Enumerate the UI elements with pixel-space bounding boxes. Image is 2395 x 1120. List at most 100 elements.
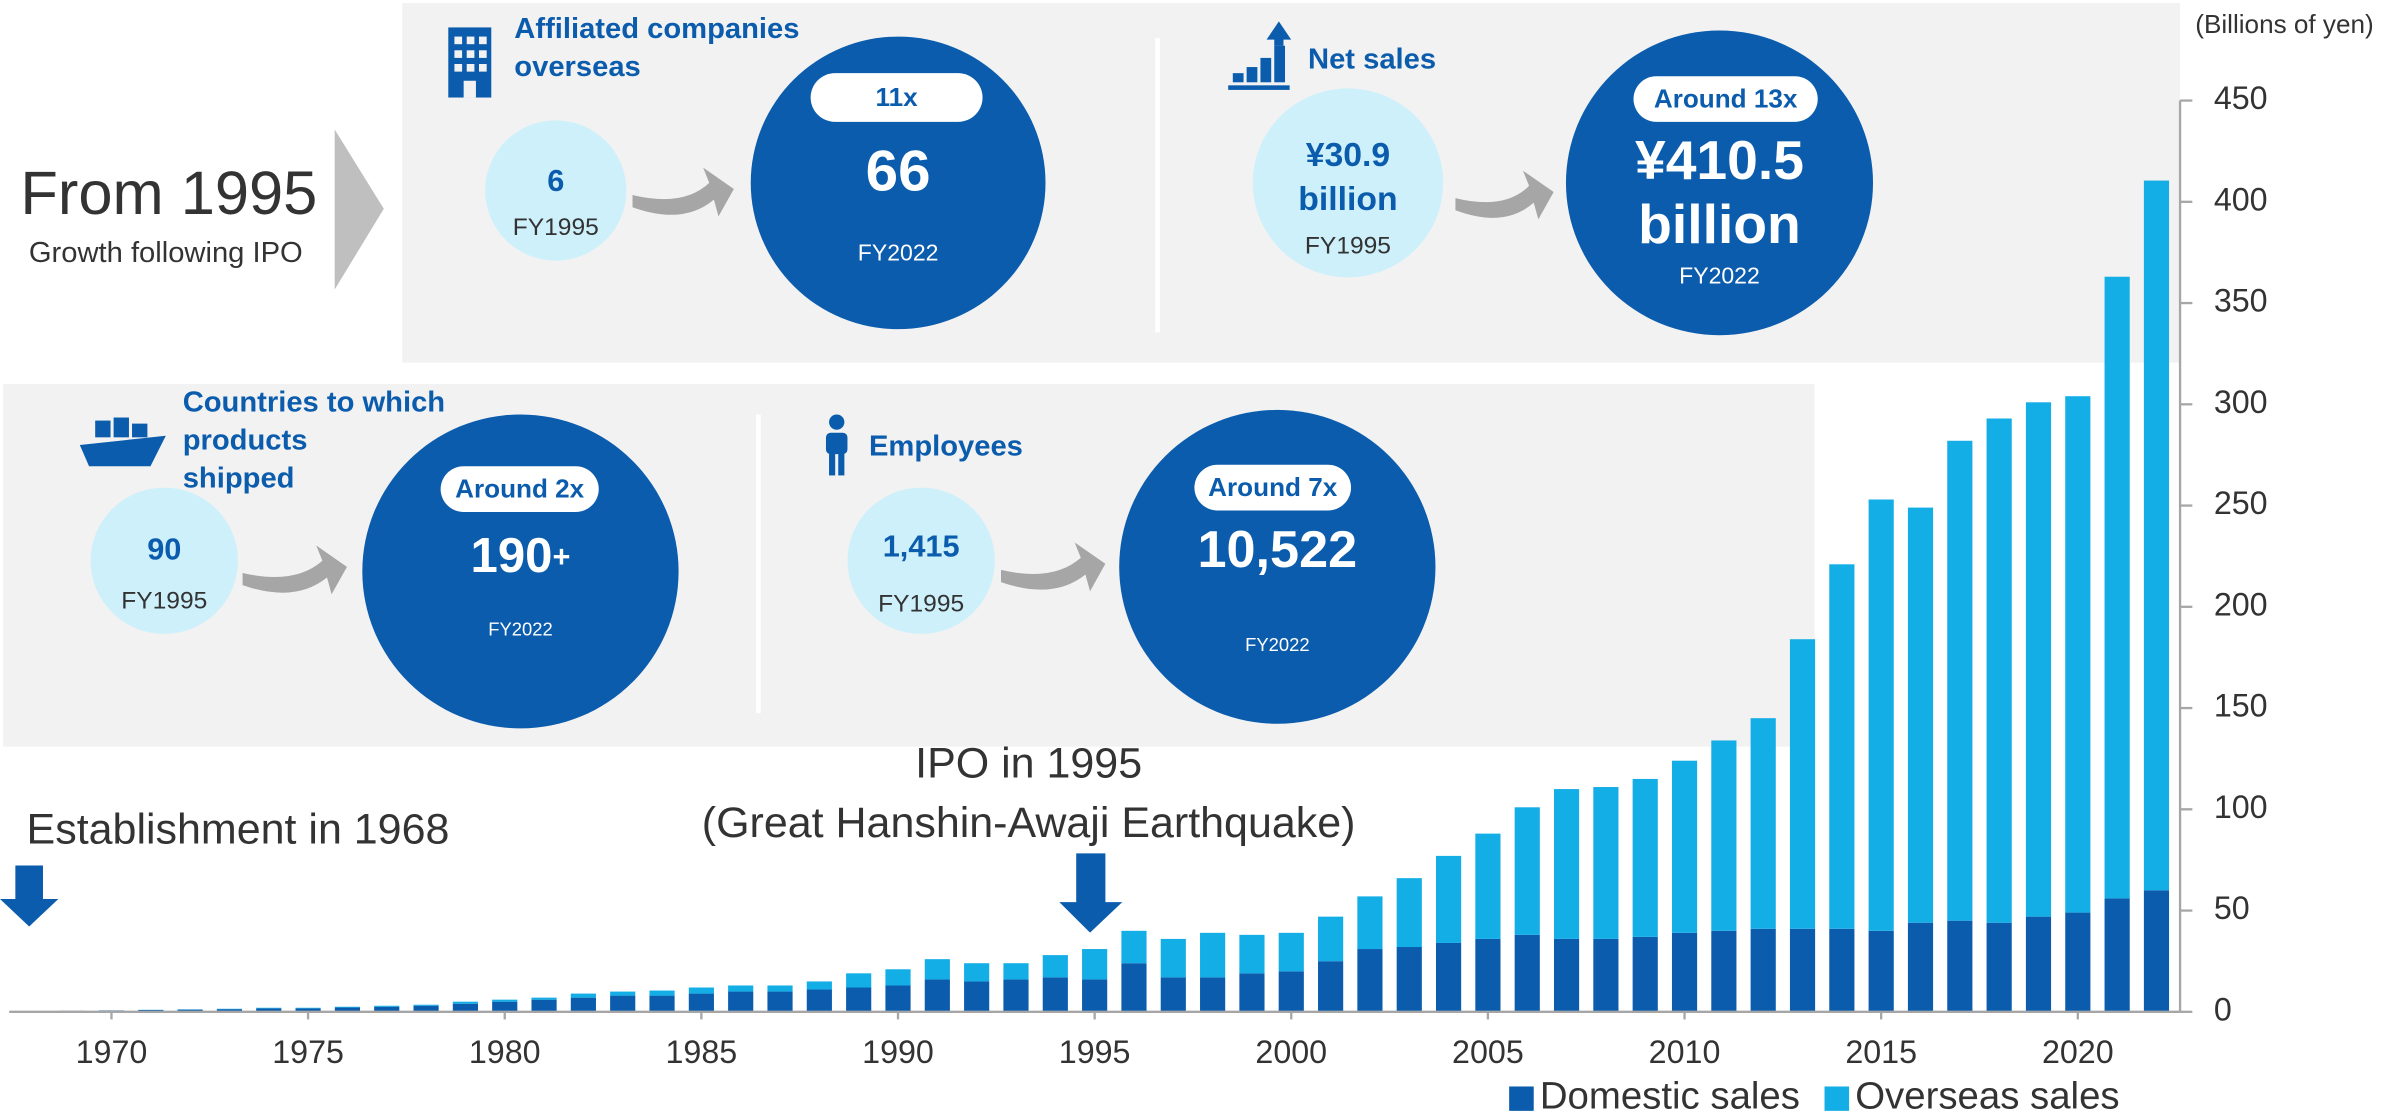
x-tick-label: 2020 [2042, 1034, 2114, 1070]
bar-segment [649, 990, 675, 996]
multiplier-pill [1633, 76, 1818, 122]
x-tick-label: 2005 [1452, 1034, 1524, 1070]
bar-segment [570, 997, 596, 1012]
x-tick-label: 2010 [1649, 1034, 1721, 1070]
after-label: FY2022 [858, 240, 939, 266]
multiplier-pill [810, 73, 983, 122]
multiplier-pill [440, 466, 599, 512]
y-tick-label: 50 [2214, 890, 2250, 926]
bar-segment [256, 1008, 282, 1012]
multiplier: Around 2x [455, 474, 585, 504]
bar-segment [256, 1007, 282, 1009]
bar-segment [610, 995, 636, 1012]
bar-segment [1671, 760, 1698, 933]
multiplier: 11x [876, 82, 919, 112]
ship-icon [79, 417, 166, 467]
bar-segment [688, 987, 714, 994]
bar-segment [1121, 930, 1147, 964]
bar-segment [1042, 955, 1068, 978]
panel-title: shipped [183, 463, 295, 495]
bar-segment [413, 1005, 439, 1012]
bar-segment [1711, 930, 1737, 1012]
panel-title: Net sales [1308, 44, 1436, 76]
bar-segment [2143, 180, 2170, 891]
bar-segment [688, 993, 714, 1012]
before-label: FY1995 [121, 587, 207, 614]
bar-segment [1278, 932, 1304, 972]
bar-segment [452, 1003, 478, 1012]
before-label: FY1995 [1305, 232, 1391, 259]
bar-segment [1553, 938, 1580, 1012]
bar-segment [1632, 778, 1658, 937]
bar-segment [1986, 418, 2012, 923]
x-tick-label: 1970 [76, 1034, 148, 1070]
bar-segment [964, 981, 990, 1012]
bar-segment [1200, 977, 1226, 1012]
before-value: 90 [147, 533, 181, 567]
bar-segment [295, 1007, 321, 1009]
arrow [1455, 170, 1554, 220]
bar-segment [216, 1009, 243, 1012]
bar-segment [1475, 833, 1501, 939]
before-value: 1,415 [883, 530, 960, 564]
y-tick-label: 200 [2214, 586, 2268, 622]
bar-segment [1750, 928, 1776, 1012]
bar-segment [1396, 947, 1422, 1012]
after-value: ¥410.5 [1635, 129, 1804, 191]
bar-segment [1789, 928, 1816, 1012]
bar-segment [1907, 507, 1934, 923]
arrow [242, 545, 347, 595]
x-tick-label: 1980 [469, 1034, 541, 1070]
bar-segment [413, 1004, 439, 1006]
bar-segment [1553, 789, 1580, 939]
bar-segment [2104, 276, 2130, 899]
bar-segment [1986, 922, 2012, 1012]
bar-segment [1239, 973, 1265, 1012]
bar-segment [1711, 740, 1737, 931]
after-value: 10,522 [1198, 521, 1358, 579]
bar-segment [964, 963, 990, 982]
bar-segment [1868, 930, 1894, 1012]
panel-title: Countries to which [183, 387, 445, 419]
bar-segment [374, 1005, 400, 1007]
bar-segment [1947, 440, 1973, 921]
bar-segment [2025, 402, 2052, 917]
bar-segment [1160, 938, 1186, 978]
bar-segment [1868, 499, 1894, 931]
bar-segment [1318, 961, 1344, 1012]
bar-segment [570, 993, 596, 998]
bar-segment [1357, 896, 1383, 950]
small-circle [847, 487, 995, 634]
y-tick-label: 350 [2214, 283, 2268, 319]
bar-segment [1475, 938, 1501, 1012]
annotation-arrow [1059, 853, 1123, 933]
before-value: ¥30.9 [1306, 137, 1390, 174]
bar-segment [846, 973, 872, 988]
panel-title: Employees [869, 431, 1023, 463]
bar-segment [1593, 787, 1619, 939]
after-suffix: + [552, 540, 570, 574]
bar-segment [1593, 938, 1619, 1012]
bar-segment [1671, 932, 1698, 1012]
after-label: FY2022 [1245, 634, 1309, 655]
bar-segment [885, 969, 911, 986]
panel-title: overseas [514, 51, 640, 83]
bar-segment [1750, 718, 1776, 929]
before-label: FY1995 [878, 590, 964, 617]
bar-segment [1239, 934, 1265, 974]
small-circle [90, 487, 238, 634]
bar-segment [1632, 936, 1658, 1012]
building-icon [448, 27, 492, 98]
bar-segment [728, 985, 754, 992]
y-tick-label: 100 [2214, 789, 2268, 825]
bar-segment [1514, 934, 1540, 1012]
bar-segment [531, 999, 557, 1012]
x-tick-label: 2000 [1255, 1034, 1327, 1070]
chevron [334, 129, 384, 290]
bar-segment [924, 979, 950, 1012]
bar-segment [1396, 878, 1422, 948]
person-icon [825, 414, 848, 476]
panel-title: Affiliated companies [514, 13, 799, 45]
y-tick-label: 0 [2214, 991, 2232, 1027]
after-label: FY2022 [488, 619, 552, 640]
